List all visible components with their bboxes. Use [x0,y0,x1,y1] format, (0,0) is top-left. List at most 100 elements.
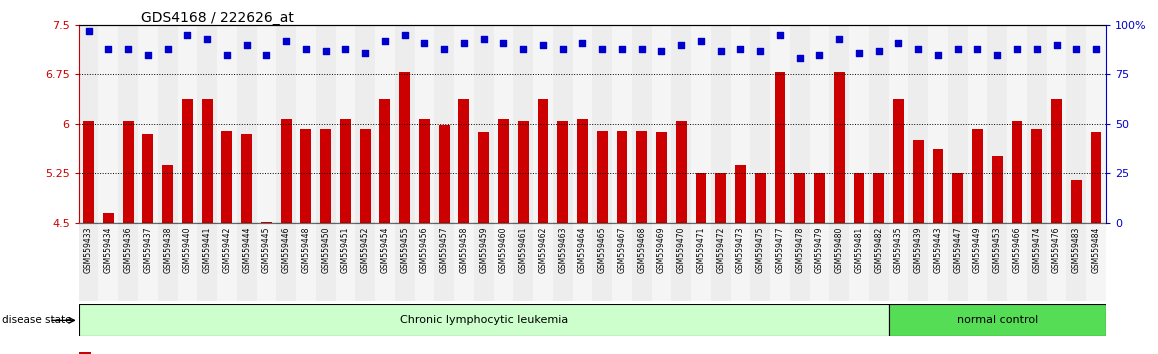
Bar [755,173,765,223]
Bar [1067,223,1086,301]
Bar [474,223,493,301]
Text: GSM559460: GSM559460 [499,227,508,273]
Point [909,46,928,51]
Bar [321,129,331,223]
Text: GSM559436: GSM559436 [124,227,133,273]
Bar [1007,223,1027,301]
Point [632,46,651,51]
Text: GSM559465: GSM559465 [598,227,607,273]
Bar [454,223,474,301]
Bar [79,352,90,354]
Text: GSM559445: GSM559445 [262,227,271,273]
Bar [83,121,94,223]
Text: GSM559479: GSM559479 [815,227,824,273]
Bar [968,25,988,223]
Bar [336,25,356,223]
Bar [395,223,415,301]
Point [889,40,908,45]
Text: GSM559464: GSM559464 [578,227,587,273]
Bar [988,25,1007,223]
Text: GSM559450: GSM559450 [321,227,330,273]
Bar [888,223,908,301]
Bar [375,25,395,223]
Point [968,46,987,51]
Bar [849,25,868,223]
Point [336,46,354,51]
Bar [948,25,968,223]
Text: GSM559437: GSM559437 [144,227,153,273]
Bar [79,304,888,336]
Bar [613,223,632,301]
Point [435,46,454,51]
Bar [336,223,356,301]
Text: GSM559478: GSM559478 [796,227,804,273]
Bar [1027,223,1047,301]
Point [573,40,592,45]
Bar [691,223,711,301]
Bar [533,223,552,301]
Point [257,52,276,57]
Text: GSM559441: GSM559441 [203,227,212,273]
Point [652,48,670,53]
Bar [493,25,513,223]
Bar [296,25,316,223]
Bar [356,223,375,301]
Bar [1032,129,1042,223]
Bar [395,25,415,223]
Point [316,48,335,53]
Bar [1086,223,1106,301]
Bar [988,223,1007,301]
Point [1047,42,1065,47]
Bar [118,25,138,223]
Bar [652,223,672,301]
Bar [138,223,157,301]
Bar [849,223,868,301]
Bar [217,25,236,223]
Bar [217,223,236,301]
Point [830,36,849,41]
Bar [340,119,351,223]
Bar [236,25,257,223]
Text: GSM559438: GSM559438 [163,227,173,273]
Bar [572,223,593,301]
Text: GSM559480: GSM559480 [835,227,844,273]
Bar [790,223,809,301]
Bar [197,223,217,301]
Text: GSM559483: GSM559483 [1072,227,1080,273]
Bar [533,25,552,223]
Text: GSM559447: GSM559447 [953,227,962,273]
Text: GSM559476: GSM559476 [1051,227,1061,273]
Bar [711,223,731,301]
Bar [459,99,469,223]
Bar [257,25,277,223]
Bar [868,223,888,301]
Bar [261,222,272,223]
Point [672,42,690,47]
Bar [735,165,746,223]
Point [691,38,710,44]
Bar [1091,132,1101,223]
Point [1067,46,1085,51]
Bar [1047,25,1067,223]
Bar [221,131,233,223]
Bar [893,99,904,223]
Bar [79,223,98,301]
Bar [888,25,908,223]
Bar [513,223,533,301]
Bar [380,99,390,223]
Bar [809,223,829,301]
Point [494,40,513,45]
Bar [277,25,296,223]
Bar [493,223,513,301]
Text: GSM559458: GSM559458 [460,227,469,273]
Point [455,40,474,45]
Text: GSM559446: GSM559446 [281,227,291,273]
Bar [968,223,988,301]
Bar [908,25,928,223]
Bar [770,25,790,223]
Text: GSM559456: GSM559456 [420,227,428,273]
Text: GSM559440: GSM559440 [183,227,192,273]
Bar [1051,99,1062,223]
Bar [79,25,98,223]
Bar [98,25,118,223]
